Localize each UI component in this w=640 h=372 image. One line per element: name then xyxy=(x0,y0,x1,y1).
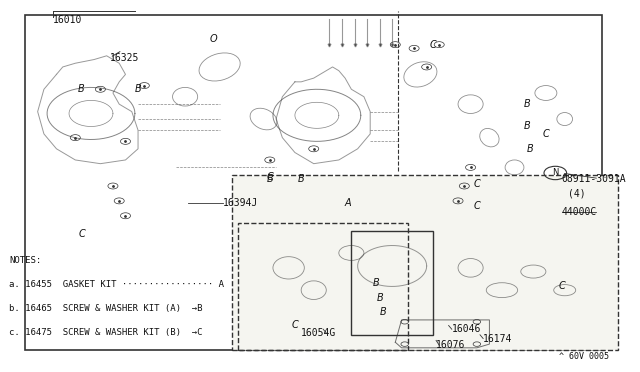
Text: (4): (4) xyxy=(568,189,586,198)
Text: C: C xyxy=(474,202,480,211)
Bar xyxy=(239,223,408,350)
Text: c. 16475  SCREW & WASHER KIT (B)  →C: c. 16475 SCREW & WASHER KIT (B) →C xyxy=(10,328,203,337)
Text: a. 16455  GASKET KIT ················· A: a. 16455 GASKET KIT ················· A xyxy=(10,280,225,289)
Text: B: B xyxy=(266,174,273,183)
Text: C: C xyxy=(266,172,273,182)
Text: B: B xyxy=(134,84,141,94)
Text: B: B xyxy=(373,278,380,288)
Text: B: B xyxy=(524,99,531,109)
Bar xyxy=(351,231,433,335)
Text: O: O xyxy=(209,34,217,44)
Text: 08911-3091A: 08911-3091A xyxy=(561,174,626,183)
Text: 16054G: 16054G xyxy=(301,328,337,338)
Text: b. 16465  SCREW & WASHER KIT (A)  →B: b. 16465 SCREW & WASHER KIT (A) →B xyxy=(10,304,203,313)
Text: B: B xyxy=(376,293,383,302)
Text: C: C xyxy=(78,230,85,239)
Text: 16174: 16174 xyxy=(483,334,513,343)
Text: C: C xyxy=(429,40,436,49)
Text: C: C xyxy=(558,282,565,291)
Text: NOTES:: NOTES: xyxy=(10,256,42,265)
Text: 16076: 16076 xyxy=(436,340,465,350)
Text: C: C xyxy=(292,321,298,330)
Text: 16325: 16325 xyxy=(110,53,139,62)
Bar xyxy=(232,175,618,350)
Text: B: B xyxy=(527,144,534,154)
Text: B: B xyxy=(380,308,386,317)
Text: N: N xyxy=(552,169,559,177)
Bar xyxy=(25,15,602,350)
Text: B: B xyxy=(78,84,85,94)
Text: C: C xyxy=(474,179,480,189)
Text: B: B xyxy=(524,122,531,131)
Text: 16046: 16046 xyxy=(452,324,481,334)
Text: C: C xyxy=(543,129,549,139)
Text: A: A xyxy=(345,198,351,208)
Text: 16010: 16010 xyxy=(53,16,83,25)
Text: 44000C: 44000C xyxy=(561,207,597,217)
Text: ^ 60V 0005: ^ 60V 0005 xyxy=(559,352,609,361)
Text: B: B xyxy=(298,174,305,183)
Text: 16394J: 16394J xyxy=(223,198,258,208)
